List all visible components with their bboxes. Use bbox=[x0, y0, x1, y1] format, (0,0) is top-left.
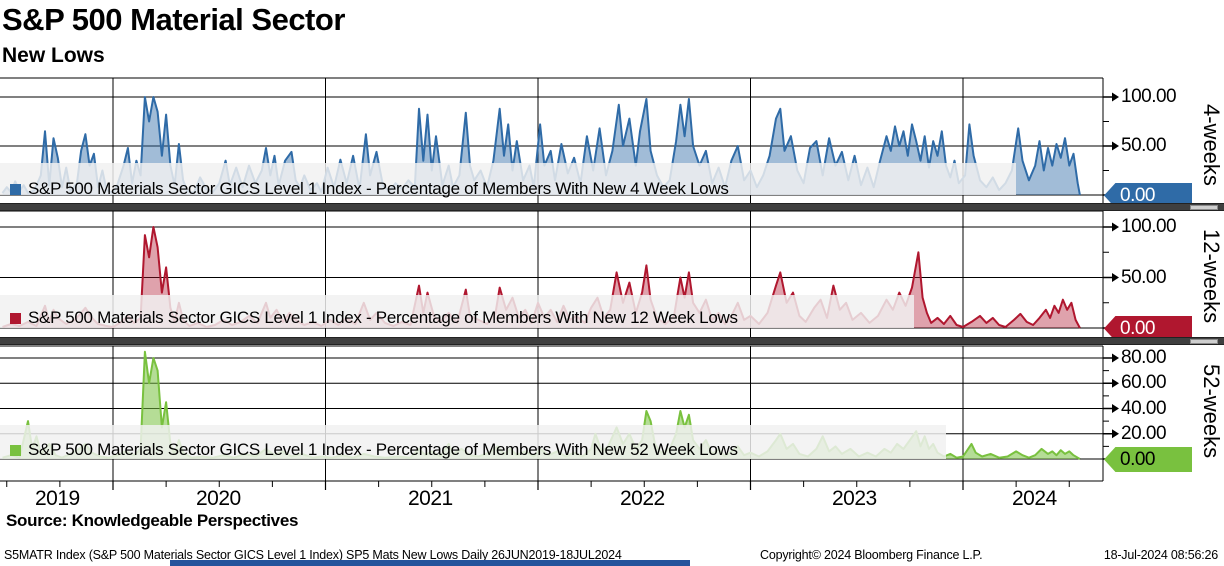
legend-label: S&P 500 Materials Sector GICS Level 1 In… bbox=[28, 308, 738, 327]
footer-ticker-info: S5MATR Index (S&P 500 Materials Sector G… bbox=[4, 548, 622, 562]
legend-swatch-green-icon bbox=[10, 444, 21, 456]
x-axis-year-label: 2021 bbox=[408, 487, 453, 510]
y-axis-tick-label: 50.00 bbox=[1121, 266, 1167, 288]
footer-timestamp: 18-Jul-2024 08:56:26 bbox=[1103, 548, 1218, 562]
x-axis-year-label: 2020 bbox=[196, 487, 241, 510]
y-axis-tick-label: 50.00 bbox=[1121, 135, 1167, 156]
page-subtitle: New Lows bbox=[2, 44, 105, 67]
page-title: S&P 500 Material Sector bbox=[2, 2, 345, 37]
last-value-tag-12-week[interactable]: 0.00 bbox=[1104, 316, 1192, 341]
panel-label-52-weeks: 52-weeks bbox=[1199, 363, 1224, 459]
separator-drag-handle[interactable] bbox=[1190, 339, 1218, 344]
legend-label: S&P 500 Materials Sector GICS Level 1 In… bbox=[28, 179, 729, 198]
y-axis-tick-label: 20.00 bbox=[1121, 422, 1167, 444]
legend-swatch-blue-icon bbox=[10, 183, 21, 195]
y-axis-tick-label: 80.00 bbox=[1121, 347, 1167, 368]
panel-label-4-weeks: 4-weeks bbox=[1199, 104, 1224, 186]
last-value-tag-52-week[interactable]: 0.00 bbox=[1104, 447, 1192, 472]
y-axis-tick-label: 40.00 bbox=[1121, 397, 1167, 419]
legend-swatch-red-icon bbox=[10, 312, 21, 324]
y-axis-tick-label: 60.00 bbox=[1121, 372, 1167, 394]
x-axis-year-label: 2022 bbox=[620, 487, 665, 510]
bottom-blue-bar bbox=[170, 560, 690, 566]
legend-12-week[interactable]: S&P 500 Materials Sector GICS Level 1 In… bbox=[10, 308, 738, 328]
separator-drag-handle[interactable] bbox=[1190, 205, 1218, 210]
y-axis-tick-label: 100.00 bbox=[1121, 216, 1177, 237]
x-axis-year-label: 2023 bbox=[832, 487, 877, 510]
y-axis-tick-label: 100.00 bbox=[1121, 86, 1177, 107]
x-axis-year-label: 2019 bbox=[35, 487, 80, 510]
footer-copyright: Copyright© 2024 Bloomberg Finance L.P. bbox=[760, 548, 983, 562]
x-axis-year-label: 2024 bbox=[1012, 487, 1057, 510]
panel-label-12-weeks: 12-weeks bbox=[1199, 228, 1224, 324]
legend-52-week[interactable]: S&P 500 Materials Sector GICS Level 1 In… bbox=[10, 440, 738, 460]
source-line: Source: Knowledgeable Perspectives bbox=[6, 511, 299, 530]
legend-4-week[interactable]: S&P 500 Materials Sector GICS Level 1 In… bbox=[10, 179, 729, 199]
panel-separator[interactable] bbox=[0, 203, 1224, 211]
panel-separator[interactable] bbox=[0, 337, 1224, 345]
legend-label: S&P 500 Materials Sector GICS Level 1 In… bbox=[28, 440, 738, 459]
